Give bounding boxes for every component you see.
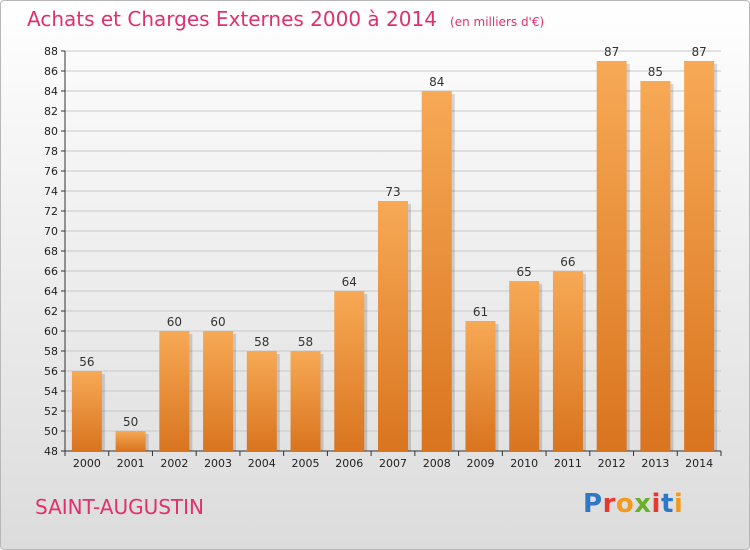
data-label: 58 — [254, 335, 269, 349]
x-tick-label: 2001 — [117, 457, 145, 470]
x-tick-label: 2013 — [641, 457, 669, 470]
bar-2006 — [334, 291, 365, 451]
y-tick-label: 58 — [44, 345, 58, 358]
y-tick-label: 78 — [44, 145, 58, 158]
bar-2002 — [159, 331, 190, 451]
y-tick-label: 48 — [44, 445, 58, 458]
chart-title: Achats et Charges Externes 2000 à 2014 — [27, 7, 437, 31]
chart-subtitle: (en milliers d'€) — [450, 15, 545, 29]
data-label: 60 — [210, 315, 225, 329]
y-tick-label: 72 — [44, 205, 58, 218]
y-tick-label: 66 — [44, 265, 58, 278]
logo-letter: i — [651, 489, 661, 519]
y-tick-label: 62 — [44, 305, 58, 318]
x-tick-label: 2005 — [292, 457, 320, 470]
bar-2000 — [71, 371, 102, 451]
bar-2004 — [246, 351, 277, 451]
bar-2007 — [378, 201, 408, 451]
y-tick-label: 70 — [44, 225, 58, 238]
data-label: 58 — [298, 335, 313, 349]
data-label: 87 — [604, 45, 619, 59]
x-tick-label: 2006 — [335, 457, 363, 470]
bar-2013 — [640, 81, 671, 451]
bar-2010 — [509, 281, 540, 451]
data-label: 65 — [517, 265, 532, 279]
bar-layer — [71, 61, 718, 451]
x-tick-label: 2003 — [204, 457, 232, 470]
y-tick-label: 88 — [44, 45, 58, 58]
data-label: 56 — [79, 355, 94, 369]
y-tick-label: 56 — [44, 365, 58, 378]
bar-2005 — [290, 351, 321, 451]
y-tick-label: 74 — [44, 185, 58, 198]
x-tick-label: 2010 — [510, 457, 538, 470]
data-label: 61 — [473, 305, 488, 319]
data-label: 50 — [123, 415, 138, 429]
bar-2011 — [552, 271, 583, 451]
y-tick-label: 68 — [44, 245, 58, 258]
y-tick-label: 84 — [44, 85, 58, 98]
x-tick-label: 2012 — [598, 457, 626, 470]
x-tick-label: 2002 — [160, 457, 188, 470]
label-layer: 2000 56 2001 50 2002 60 2003 60 2004 58 2005 58 2006… — [73, 45, 713, 470]
logo-letter: x — [634, 489, 652, 519]
x-tick-label: 2008 — [423, 457, 451, 470]
data-label: 66 — [560, 255, 575, 269]
y-tick-label: 82 — [44, 105, 58, 118]
logo-letter: r — [602, 489, 616, 519]
x-tick-label: 2007 — [379, 457, 407, 470]
data-label: 73 — [385, 185, 400, 199]
data-label: 64 — [342, 275, 357, 289]
bar-2003 — [203, 331, 234, 451]
y-tick-label: 80 — [44, 125, 58, 138]
x-tick-label: 2004 — [248, 457, 276, 470]
y-tick-label: 86 — [44, 65, 58, 78]
data-label: 87 — [691, 45, 706, 59]
y-tick-label: 64 — [44, 285, 58, 298]
title-row: Achats et Charges Externes 2000 à 2014 (… — [27, 7, 544, 31]
x-tick-label: 2009 — [466, 457, 494, 470]
y-tick-label: 54 — [44, 385, 58, 398]
y-tick-label: 76 — [44, 165, 58, 178]
bar-2014 — [684, 61, 715, 451]
x-tick-label: 2000 — [73, 457, 101, 470]
data-label: 85 — [648, 65, 663, 79]
x-tick-label: 2014 — [685, 457, 713, 470]
bar-2008 — [421, 91, 452, 451]
y-tick-label: 52 — [44, 405, 58, 418]
logo-letter: i — [673, 489, 684, 519]
commune-name: SAINT-AUGUSTIN — [35, 495, 204, 519]
logo-letter: o — [615, 489, 635, 519]
y-tick-label: 60 — [44, 325, 58, 338]
proxiti-logo: Proxiti — [583, 489, 683, 519]
bar-2009 — [465, 321, 496, 451]
logo-letter: t — [660, 489, 674, 519]
x-tick-label: 2011 — [554, 457, 582, 470]
data-label: 84 — [429, 75, 444, 89]
bar-2012 — [596, 61, 627, 451]
y-tick-label: 50 — [44, 425, 58, 438]
logo-letter: P — [583, 489, 603, 519]
bar-2001 — [115, 431, 146, 451]
data-label: 60 — [167, 315, 182, 329]
